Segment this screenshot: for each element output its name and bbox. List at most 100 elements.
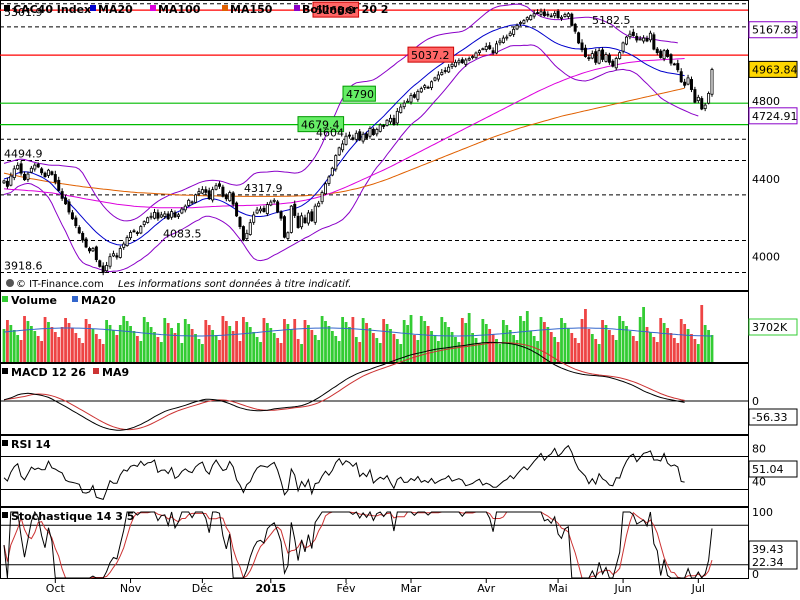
candle-body — [33, 164, 37, 170]
copyright-text: © IT-Finance.com — [16, 279, 104, 290]
volume-bar — [399, 344, 403, 362]
volume-bar — [2, 329, 6, 362]
level-label: 3918.6 — [4, 259, 43, 272]
candle-body — [279, 211, 283, 219]
candle-body — [282, 216, 286, 238]
level-label: 5268.9 — [316, 4, 355, 17]
candle-body — [628, 33, 632, 38]
volume-bar — [354, 337, 358, 362]
x-tick-label: Fév — [337, 582, 356, 595]
volume-bar — [406, 325, 409, 362]
macd-layer: MACD 12 26 MA9 0 -56.33 — [0, 341, 798, 431]
candle-body — [84, 238, 88, 248]
candle-body — [515, 25, 519, 30]
level-label: 5037.2 — [411, 49, 450, 62]
candle-body — [70, 212, 74, 220]
volume-bar — [228, 326, 232, 362]
candle-body — [60, 191, 64, 199]
volume-bar — [522, 321, 526, 362]
candle-body — [194, 194, 198, 203]
volume-bar — [289, 329, 293, 362]
candle-body — [471, 56, 475, 58]
x-tick-label: Déc — [192, 582, 213, 595]
candle-body — [566, 13, 570, 17]
candle-body — [488, 45, 492, 50]
legend-label: MA9 — [102, 366, 129, 379]
volume-bar — [467, 313, 471, 362]
volume-bar — [696, 344, 700, 362]
rsi-tag-label: 51.04 — [752, 463, 784, 476]
candle-body — [122, 243, 126, 248]
candle-body — [115, 255, 119, 258]
candle-body — [43, 172, 47, 178]
level-label: 5301.9 — [4, 6, 43, 19]
candle-body — [57, 179, 61, 191]
volume-bar — [330, 331, 334, 362]
volume-bar — [67, 323, 71, 362]
candle-body — [337, 147, 341, 156]
candle-body — [91, 248, 95, 252]
volume-bar — [105, 320, 109, 362]
rsi-line — [3, 444, 685, 501]
volume-bar — [101, 344, 105, 362]
volume-bar — [118, 325, 122, 362]
candle-body — [618, 52, 622, 59]
volume-bar — [371, 333, 375, 362]
candle-body — [255, 209, 259, 214]
candle-body — [553, 12, 557, 17]
volume-bar — [659, 318, 663, 362]
volume-bar — [348, 327, 351, 362]
candle-body — [590, 53, 594, 59]
volume-bar — [553, 337, 557, 362]
volume-bar — [146, 322, 150, 362]
volume-bar — [549, 332, 553, 362]
candle-body — [457, 60, 461, 64]
volume-bar — [112, 330, 115, 362]
volume-bar — [584, 309, 587, 362]
volume-bar — [259, 342, 262, 362]
volume-bar — [686, 329, 690, 362]
candle-body — [173, 212, 177, 218]
volume-bar — [98, 339, 102, 362]
volume-bar — [495, 339, 498, 362]
candle-body — [228, 192, 232, 202]
candle-body — [402, 102, 406, 108]
volume-bar — [139, 341, 143, 362]
candle-body — [426, 86, 430, 89]
candle-body — [594, 51, 598, 63]
volume-bar — [560, 318, 563, 362]
bollinger-upper-line — [3, 3, 678, 222]
candle-body — [491, 50, 495, 54]
bollinger-lower-line — [3, 44, 699, 273]
candle-body — [146, 217, 150, 223]
candle-body — [19, 163, 23, 174]
volume-bar — [672, 338, 676, 362]
candle-body — [166, 213, 170, 220]
volume-bar — [519, 316, 522, 362]
candle-body — [303, 217, 307, 224]
volume-bar — [310, 330, 314, 362]
volume-bar — [286, 324, 290, 362]
volume-bar — [231, 331, 235, 362]
price-tag-box — [748, 60, 798, 78]
volume-bar — [536, 341, 539, 362]
volume-bar — [33, 331, 37, 362]
candle-body — [296, 215, 300, 228]
legend-swatch — [294, 5, 300, 11]
candle-body — [365, 133, 369, 139]
volume-bar — [488, 329, 492, 362]
volume-bar — [276, 338, 280, 362]
candle-body — [358, 131, 362, 141]
candle-body — [125, 237, 129, 247]
candle-body — [371, 128, 375, 136]
legend-swatch — [150, 5, 156, 11]
volume-bar — [666, 328, 669, 362]
candle-body — [474, 52, 478, 59]
candle-body — [111, 253, 115, 257]
volume-bar — [180, 343, 184, 362]
candle-body — [676, 63, 680, 71]
candle-body — [679, 71, 683, 83]
volume-bar — [279, 343, 283, 362]
volume-bar — [344, 322, 348, 362]
